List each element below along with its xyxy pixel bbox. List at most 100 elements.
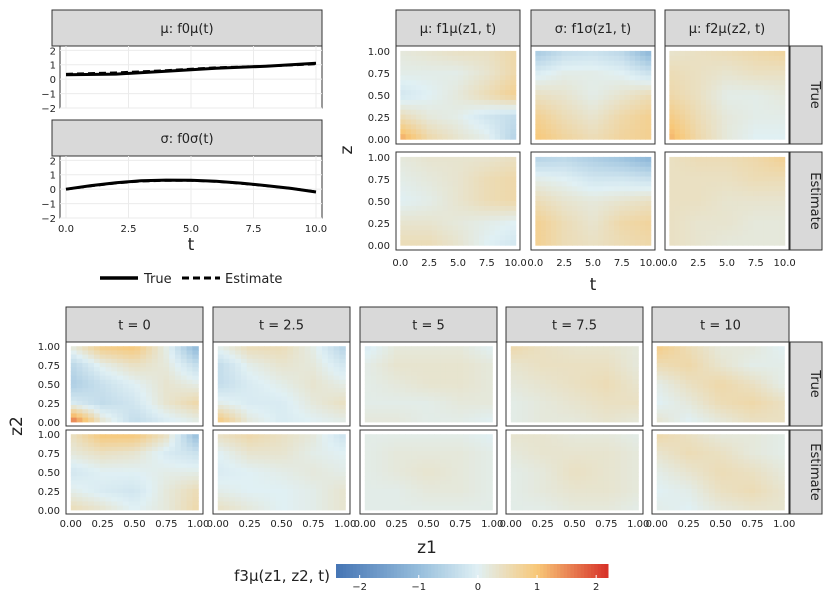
heat-cell [218,401,224,406]
heat-cell [442,167,448,173]
heat-cell [614,201,620,207]
heat-cell [235,409,241,414]
heat-cell [583,226,589,232]
heat-cell [88,392,94,397]
heat-cell [580,363,586,368]
heat-cell [715,397,721,402]
heat-cell [640,71,646,77]
heat-cell [440,401,446,406]
heat-cell [511,346,517,351]
heat-cell [468,56,474,62]
heat-cell [135,489,141,494]
heat-cell [563,384,569,389]
heat-cell [697,359,703,364]
heat-cell [328,397,334,402]
heat-cell [583,157,589,163]
heat-cell [299,418,305,423]
heat-cell [106,493,112,498]
heat-cell [429,405,435,410]
heat-cell [703,376,709,381]
heat-cell [129,355,135,360]
heat-cell [534,413,540,418]
heat-cell [181,506,187,511]
heat-cell [218,384,224,389]
heat-cell [744,392,750,397]
heat-cell [458,105,464,111]
heat-cell [764,134,770,140]
heat-cell [305,359,311,364]
heat-cell [738,350,744,355]
heat-cell [615,363,621,368]
heat-cell [609,134,615,140]
heat-cell [152,464,158,469]
heat-cell [100,459,106,464]
heat-cell [282,355,288,360]
heat-cell [567,230,573,236]
heat-cell [106,346,112,351]
heat-cell [458,90,464,96]
heat-cell [577,201,583,207]
heat-cell [722,71,728,77]
heat-cell [322,363,328,368]
heat-cell [737,191,743,197]
heat-panel-0-0 [396,46,520,144]
heat-cell [572,105,578,111]
heat-cell [247,443,253,448]
heat-cell [727,162,733,168]
heat-cell [293,363,299,368]
heat-cell [406,167,412,173]
heat-cell [376,350,382,355]
heat-cell [175,493,181,498]
heat-cell [489,167,495,173]
heat-cell [218,493,224,498]
heat-cell [511,350,517,355]
heat-cell [187,468,193,473]
heat-cell [241,493,247,498]
heat-cell [711,162,717,168]
heat-cell [129,401,135,406]
heat-cell [701,186,707,192]
heat-cell [432,230,438,236]
heat-cell [598,181,604,187]
heat-cell [500,230,506,236]
heat-cell [510,221,516,227]
heat-cell [163,405,169,410]
heat-cell [253,359,259,364]
heat-cell [511,397,517,402]
heat-cell [603,418,609,423]
heat-cell [489,235,495,241]
heat-cell [432,120,438,126]
heat-cell [778,397,784,402]
heat-cell [562,221,568,227]
heat-cell [575,371,581,376]
heat-cell [551,409,557,414]
heat-cell [434,409,440,414]
heat-cell [469,388,475,393]
heat-cell [562,115,568,121]
heat-cell [484,235,490,241]
heat-cell [187,359,193,364]
heat-cell [706,240,712,246]
strip-col-bottom-1-label: t = 2.5 [259,319,304,334]
heat-cell [510,66,516,72]
heat-cell [753,206,759,212]
heat-cell [572,85,578,91]
heat-cell [495,191,501,197]
heat-cell [427,186,433,192]
heat-cell [400,230,406,236]
heat-cell [522,363,528,368]
heat-cell [535,110,541,116]
heat-cell [701,162,707,168]
heat-cell [322,355,328,360]
heat-cell [481,388,487,393]
heat-cell [406,235,412,241]
heat-cell [546,100,552,106]
heat-cell [276,413,282,418]
heat-cell [511,413,517,418]
heat-cell [645,51,651,57]
heat-cell [235,455,241,460]
heat-cell [505,90,511,96]
heat-cell [146,464,152,469]
heat-cell [111,447,117,452]
heat-cell [575,355,581,360]
